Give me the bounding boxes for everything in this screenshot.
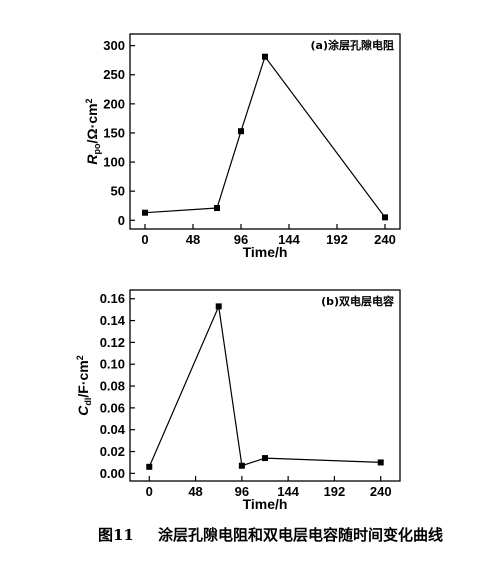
x-tick-label: 240 bbox=[374, 232, 396, 247]
x-tick-label: 0 bbox=[146, 484, 153, 499]
y-tick-label: 50 bbox=[111, 184, 125, 199]
plot-frame bbox=[129, 289, 401, 482]
x-tick-label: 192 bbox=[326, 232, 348, 247]
data-point bbox=[146, 463, 153, 470]
y-tick-label: 0.16 bbox=[100, 291, 125, 306]
x-axis-label: Time/h bbox=[243, 244, 288, 260]
y-axis-label: Cdl/F·cm2 bbox=[75, 355, 93, 415]
data-point bbox=[238, 128, 244, 135]
data-point bbox=[142, 209, 148, 216]
x-tick-label: 0 bbox=[141, 232, 148, 247]
x-tick-label: 144 bbox=[277, 484, 299, 499]
y-tick-label: 0.00 bbox=[100, 466, 125, 481]
data-point bbox=[262, 53, 268, 60]
y-tick-label: 0.02 bbox=[100, 444, 125, 459]
y-tick-label: 0.06 bbox=[100, 400, 125, 415]
data-point bbox=[377, 459, 384, 466]
x-tick-label: 96 bbox=[235, 484, 249, 499]
figure-caption-number: 图11 bbox=[98, 526, 134, 544]
y-tick-label: 0.12 bbox=[100, 335, 125, 350]
y-tick-label: 0.10 bbox=[100, 357, 125, 372]
y-axis-label: Rpo/Ω·cm2 bbox=[84, 98, 102, 164]
series-line bbox=[148, 304, 381, 468]
chart-annotation: (b)双电层电容 bbox=[321, 294, 394, 308]
figure-caption-text: 涂层孔隙电阻和双电层电容随时间变化曲线 bbox=[158, 526, 443, 544]
x-axis-label: Time/h bbox=[243, 496, 288, 512]
data-point bbox=[262, 455, 268, 462]
y-tick-label: 100 bbox=[103, 155, 125, 170]
y-tick-label: 200 bbox=[103, 96, 125, 111]
x-tick-label: 48 bbox=[186, 232, 200, 247]
y-tick-label: 0.08 bbox=[100, 379, 125, 394]
data-point bbox=[238, 462, 245, 469]
x-tick-label: 96 bbox=[234, 232, 248, 247]
series-line bbox=[144, 55, 386, 218]
y-tick-label: 150 bbox=[103, 125, 125, 140]
chart-annotation: (a)涂层孔隙电阻 bbox=[311, 38, 394, 52]
x-tick-label: 192 bbox=[324, 484, 346, 499]
chart-b: 0 48 96 144 192 240 0.00 0.02 0.04 0.06 0.08 0.10 0.… bbox=[75, 289, 401, 512]
y-tick-label: 0.14 bbox=[100, 313, 126, 328]
plot-frame bbox=[129, 33, 401, 230]
y-tick-label: 300 bbox=[103, 38, 125, 53]
y-tick-label: 0 bbox=[118, 213, 125, 228]
data-point bbox=[215, 303, 222, 310]
chart-a: 0 48 96 144 192 240 0 50 100 150 200 250 300 Time/h Rp… bbox=[84, 33, 401, 260]
x-tick-label: 48 bbox=[188, 484, 202, 499]
x-tick-label: 144 bbox=[278, 232, 300, 247]
y-tick-label: 250 bbox=[103, 67, 125, 82]
data-point bbox=[382, 214, 388, 221]
y-tick-label: 0.04 bbox=[100, 422, 126, 437]
x-tick-label: 240 bbox=[370, 484, 392, 499]
data-point bbox=[214, 205, 220, 212]
